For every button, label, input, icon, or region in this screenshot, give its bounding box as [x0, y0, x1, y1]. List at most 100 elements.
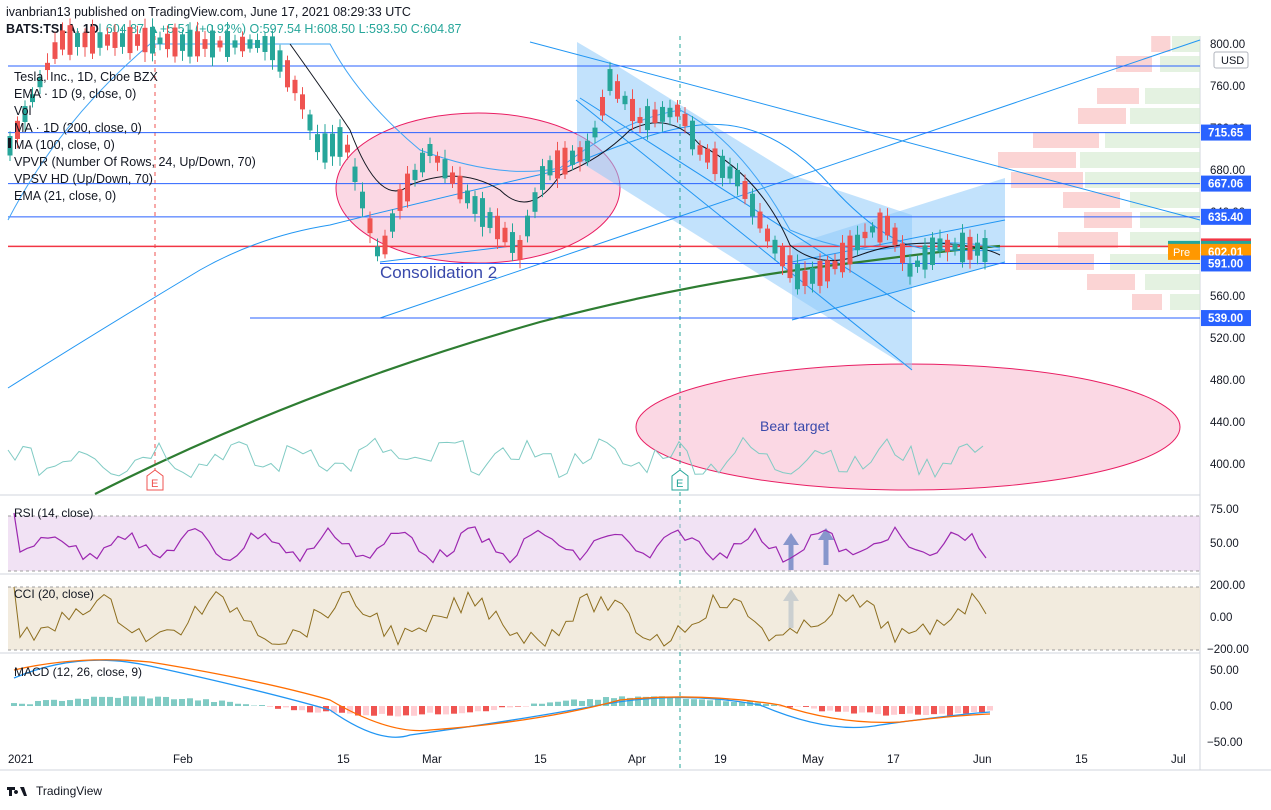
candle	[705, 144, 710, 170]
macd-histogram-bar	[539, 703, 545, 706]
candle-body	[217, 40, 223, 48]
candle-body	[502, 227, 508, 243]
candle	[337, 119, 343, 166]
time-tick: May	[802, 754, 824, 766]
candle-body	[202, 39, 208, 49]
candle	[720, 149, 725, 187]
candle	[900, 235, 905, 272]
volume-profile-bar	[1116, 56, 1152, 72]
time-tick: 19	[714, 754, 727, 766]
candle	[390, 209, 395, 239]
legend-item: VPVR (Number Of Rows, 24, Up/Down, 70)	[14, 155, 256, 169]
candle	[300, 87, 305, 119]
candle	[667, 99, 673, 126]
macd-histogram-bar	[451, 706, 457, 714]
time-tick: Jun	[973, 754, 992, 766]
macd-histogram-bar	[275, 706, 281, 709]
trendline	[529, 41, 1201, 221]
candle-body	[690, 120, 695, 150]
candle	[907, 254, 913, 285]
candle-body	[472, 196, 478, 214]
macd-histogram-bar	[555, 701, 561, 706]
ascending-channel	[792, 178, 1005, 320]
candle	[435, 151, 440, 172]
macd-histogram-bar	[907, 706, 913, 714]
legend-item: Tesla, Inc., 1D, Cboe BZX	[14, 70, 158, 84]
candle	[525, 209, 530, 243]
currency-label: USD	[1221, 55, 1244, 67]
earnings-marker-label: E	[676, 478, 683, 490]
macd-histogram-bar	[715, 698, 721, 706]
macd-histogram-bar	[11, 703, 17, 706]
candle	[547, 155, 553, 181]
candle	[157, 31, 163, 51]
volume-profile-bar	[1078, 108, 1126, 124]
macd-histogram-bar	[827, 706, 833, 711]
candle	[675, 99, 680, 123]
candle-body	[562, 147, 568, 175]
candle-body	[277, 50, 283, 72]
candle-body	[630, 98, 635, 122]
macd-histogram-bar	[803, 706, 809, 707]
candle-body	[157, 37, 163, 45]
candle	[45, 53, 50, 80]
candle-body	[547, 160, 553, 176]
candle	[555, 141, 560, 189]
candle	[30, 87, 35, 108]
macd-histogram-bar	[987, 706, 993, 711]
candle	[97, 23, 103, 56]
macd-histogram-bar	[427, 706, 433, 713]
macd-histogram-bar	[891, 706, 897, 715]
candle	[780, 242, 785, 275]
candle-body	[532, 192, 538, 212]
macd-histogram-bar	[371, 706, 377, 716]
macd-histogram-bar	[707, 700, 713, 706]
macd-histogram-bar	[459, 706, 465, 714]
candle	[112, 23, 118, 56]
macd-histogram-bar	[499, 706, 505, 708]
candle	[660, 101, 665, 132]
candle	[495, 208, 500, 249]
candle	[397, 183, 403, 220]
trendline	[379, 39, 1201, 319]
macd-histogram-bar	[267, 706, 273, 707]
macd-histogram-bar	[59, 700, 65, 706]
candle-body	[840, 242, 845, 273]
macd-histogram-bar	[179, 698, 185, 706]
candle	[922, 237, 928, 279]
candle	[765, 224, 770, 249]
candle-body	[772, 239, 778, 254]
candle	[690, 116, 695, 156]
macd-histogram-bar	[635, 696, 641, 706]
candle-body	[262, 36, 268, 52]
candle-body	[45, 62, 50, 71]
candle-body	[37, 77, 43, 88]
candle-body	[240, 36, 245, 52]
descending-channel	[577, 42, 912, 370]
candle-body	[300, 94, 305, 110]
candle-body	[930, 237, 935, 265]
candle	[225, 21, 230, 62]
macd-histogram-bar	[979, 706, 985, 713]
macd-histogram-bar	[763, 703, 769, 706]
candle-body	[427, 143, 433, 157]
candle	[442, 149, 448, 184]
rsi-label: RSI (14, close)	[14, 506, 93, 520]
candle-body	[15, 120, 20, 139]
candle-body	[105, 34, 110, 46]
candle	[367, 211, 373, 244]
candle-body	[255, 39, 260, 49]
candle	[772, 235, 778, 261]
candle	[930, 232, 935, 271]
macd-histogram-bar	[379, 706, 385, 714]
volume-profile-bar	[1105, 132, 1200, 148]
candle-body	[135, 34, 140, 46]
candle-body	[750, 193, 755, 217]
candle	[405, 166, 410, 208]
candle-body	[780, 247, 785, 267]
candle-body	[622, 95, 628, 105]
candle-body	[90, 26, 95, 54]
candle-body	[345, 144, 350, 153]
time-tick: Mar	[422, 754, 442, 766]
